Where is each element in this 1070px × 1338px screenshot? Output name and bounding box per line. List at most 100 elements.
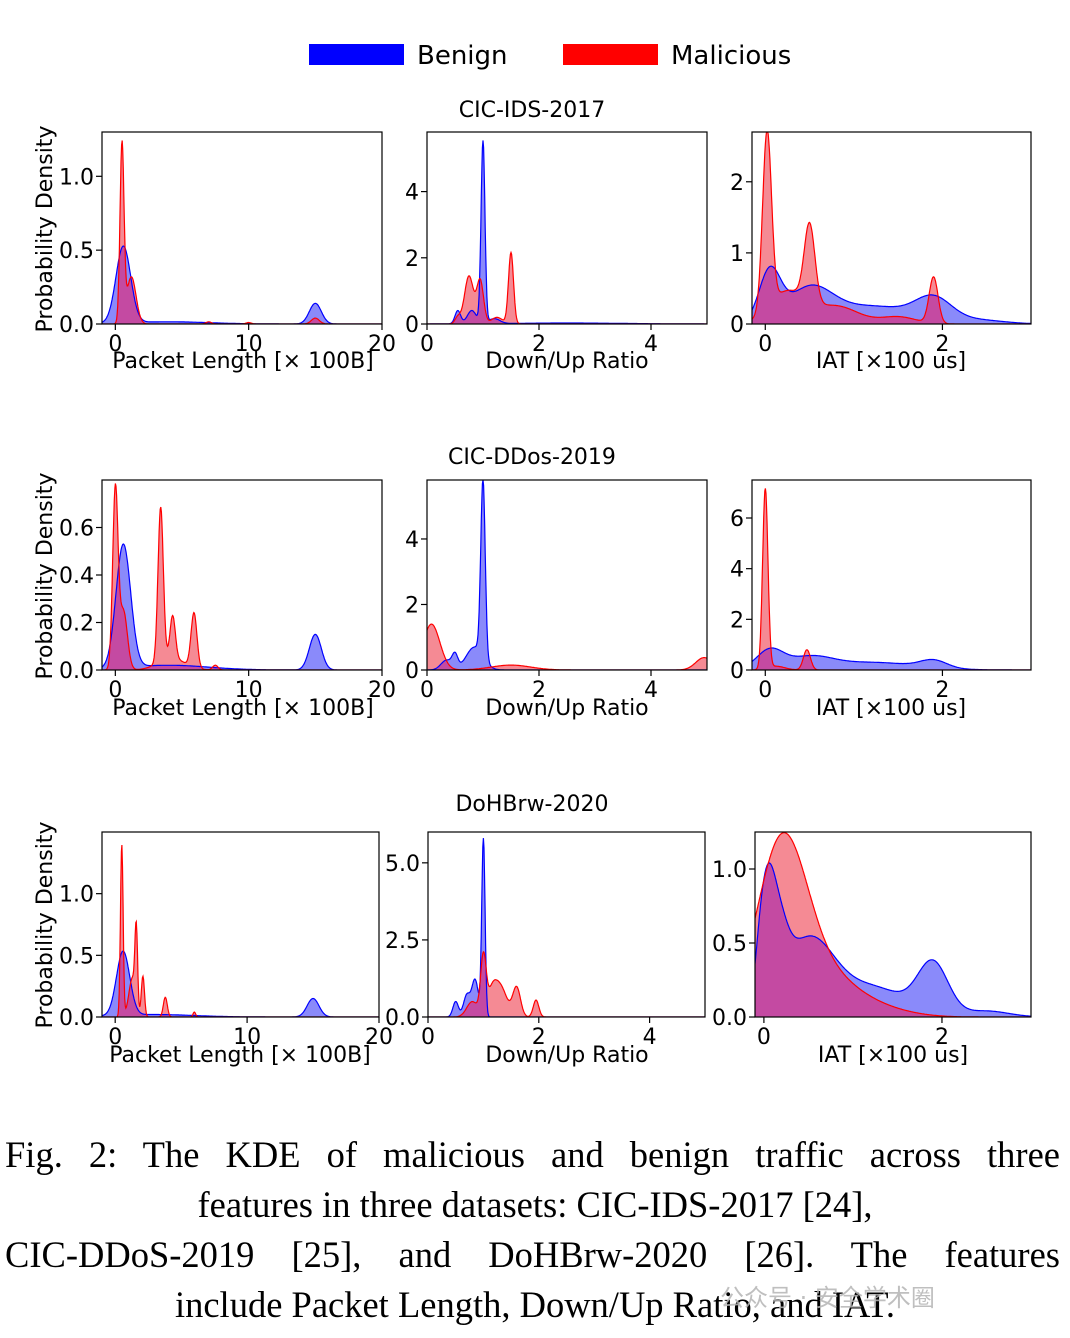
panel-iat-row-2: 0 2 0 2 4 6 xyxy=(730,479,1032,703)
ytick-label: 0.0 xyxy=(712,1006,747,1031)
ytick-label: 0.6 xyxy=(59,517,94,542)
ytick-label: 4 xyxy=(405,181,419,206)
ytick-label: 0.0 xyxy=(385,1006,420,1031)
malicious-curve-iat-row-1 xyxy=(752,132,1031,324)
malicious-curve-iat-row-3 xyxy=(755,832,1031,1017)
axes-frame-ratio-row-1 xyxy=(426,131,708,325)
xlabel-packet-row-1: Packet Length [× 100B] xyxy=(112,349,374,374)
xtick-label: 20 xyxy=(368,332,396,357)
xtick-label: 0 xyxy=(108,678,122,703)
row-title-cic-ids-2017: CIC-IDS-2017 xyxy=(459,98,605,123)
benign-curve-ratio-row-2 xyxy=(427,480,707,670)
malicious-curve-packet-row-2 xyxy=(102,483,382,670)
xlabel-packet-row-3: Packet Length [× 100B] xyxy=(109,1043,371,1068)
ytick-label: 0 xyxy=(730,659,744,684)
axes-frame-iat-row-1 xyxy=(751,131,1032,325)
xtick-label: 0 xyxy=(758,332,772,357)
xlabel-packet-row-2: Packet Length [× 100B] xyxy=(112,696,374,721)
benign-area-ratio-row-1 xyxy=(427,140,707,324)
ytick-label: 1.0 xyxy=(59,883,94,908)
xtick-label: 0 xyxy=(108,332,122,357)
axes-frame-ratio-row-2 xyxy=(426,479,708,671)
xlabel-iat-row-3: IAT [×100 us] xyxy=(818,1043,968,1068)
legend-label-benign: Benign xyxy=(417,41,508,71)
ytick-label: 1.0 xyxy=(712,858,747,883)
legend-label-malicious: Malicious xyxy=(671,41,791,71)
benign-curve-ratio-row-3 xyxy=(428,838,705,1017)
panel-packet-row-1: 0 10 20 0.0 0.5 1.0 xyxy=(59,131,396,357)
ylabel-row-2: Probability Density xyxy=(33,473,58,680)
xtick-label: 0 xyxy=(108,1025,122,1050)
legend-swatch-malicious xyxy=(563,44,658,65)
axes-frame-iat-row-3 xyxy=(754,831,1032,1018)
malicious-curve-iat-row-2 xyxy=(752,488,1031,670)
overlap-area-iat-row-2 xyxy=(752,648,1031,670)
panel-packet-row-2: 0 10 20 0.0 0.2 0.4 0.6 xyxy=(59,479,396,703)
benign-curve-packet-row-2 xyxy=(102,543,382,670)
xtick-label: 10 xyxy=(235,332,263,357)
benign-area-packet-row-1 xyxy=(102,246,382,324)
ytick-label: 0.5 xyxy=(712,932,747,957)
ytick-label: 4 xyxy=(405,528,419,553)
xtick-label: 2 xyxy=(935,332,949,357)
ytick-label: 6 xyxy=(730,507,744,532)
ytick-label: 2 xyxy=(730,171,744,196)
axes-frame-packet-row-1 xyxy=(101,131,383,325)
panel-ratio-row-3: 0 2 4 0.0 2.5 5.0 xyxy=(385,831,706,1050)
ytick-label: 4 xyxy=(730,558,744,583)
caption-line-1: Fig. 2: The KDE of malicious and benign … xyxy=(5,1134,1060,1175)
ytick-label: 5.0 xyxy=(385,852,420,877)
malicious-curve-ratio-row-1 xyxy=(427,250,707,324)
xtick-label: 2 xyxy=(532,678,546,703)
ytick-label: 0.5 xyxy=(59,239,94,264)
ylabel-row-3: Probability Density xyxy=(33,822,58,1029)
malicious-area-packet-row-3 xyxy=(102,845,379,1017)
ytick-label: 2.5 xyxy=(385,929,420,954)
ylabel-row-1: Probability Density xyxy=(33,126,58,333)
benign-area-ratio-row-2 xyxy=(427,480,707,670)
benign-curve-packet-row-1 xyxy=(102,245,382,324)
xtick-label: 20 xyxy=(365,1025,393,1050)
ytick-label: 0.2 xyxy=(59,612,94,637)
ytick-label: 0.0 xyxy=(59,659,94,684)
overlap-area-iat-row-1 xyxy=(752,266,1031,324)
panel-iat-row-3: 0 2 0.0 0.5 1.0 xyxy=(712,831,1032,1050)
benign-area-packet-row-2 xyxy=(102,544,382,670)
ytick-label: 0 xyxy=(405,659,419,684)
malicious-area-ratio-row-3 xyxy=(428,951,705,1017)
xtick-label: 0 xyxy=(420,678,434,703)
xtick-label: 10 xyxy=(235,678,263,703)
xtick-label: 10 xyxy=(233,1025,261,1050)
xtick-label: 0 xyxy=(757,1025,771,1050)
caption-line-2: features in three datasets: CIC-IDS-2017… xyxy=(197,1184,873,1225)
legend: Benign Malicious xyxy=(309,41,791,71)
overlap-area-iat-row-3 xyxy=(755,863,1031,1017)
xtick-label: 0 xyxy=(420,332,434,357)
overlap-area-packet-row-1 xyxy=(102,246,382,324)
legend-swatch-benign xyxy=(309,44,404,65)
axes-frame-packet-row-3 xyxy=(101,831,380,1018)
xtick-label: 0 xyxy=(758,678,772,703)
xtick-label: 2 xyxy=(532,332,546,357)
malicious-curve-ratio-row-3 xyxy=(428,950,705,1017)
ytick-label: 0.4 xyxy=(59,564,94,589)
row-title-dohbrw-2020: DoHBrw-2020 xyxy=(455,792,608,817)
benign-area-ratio-row-3 xyxy=(428,838,705,1017)
ytick-label: 0.0 xyxy=(59,1006,94,1031)
xtick-label: 4 xyxy=(643,1025,657,1050)
overlap-area-ratio-row-3 xyxy=(428,951,705,1017)
row-title-cic-ddos-2019: CIC-DDos-2019 xyxy=(448,445,616,470)
panel-packet-row-3: 0 10 20 0.0 0.5 1.0 xyxy=(59,831,393,1050)
xlabel-ratio-row-1: Down/Up Ratio xyxy=(485,349,648,374)
overlap-area-packet-row-3 xyxy=(102,951,379,1017)
ytick-label: 0.0 xyxy=(59,313,94,338)
caption-line-4: include Packet Length, Down/Up Ratio, an… xyxy=(174,1284,896,1325)
xlabel-ratio-row-3: Down/Up Ratio xyxy=(485,1043,648,1068)
panel-iat-row-1: 0 2 0 1 2 xyxy=(730,131,1032,357)
xlabel-ratio-row-2: Down/Up Ratio xyxy=(485,696,648,721)
watermark: 公众号 · 安全学术圈 xyxy=(720,1284,935,1312)
caption-line-3: CIC-DDoS-2019 [25], and DoHBrw-2020 [26]… xyxy=(5,1234,1060,1275)
ytick-label: 2 xyxy=(405,593,419,618)
ytick-label: 2 xyxy=(405,247,419,272)
